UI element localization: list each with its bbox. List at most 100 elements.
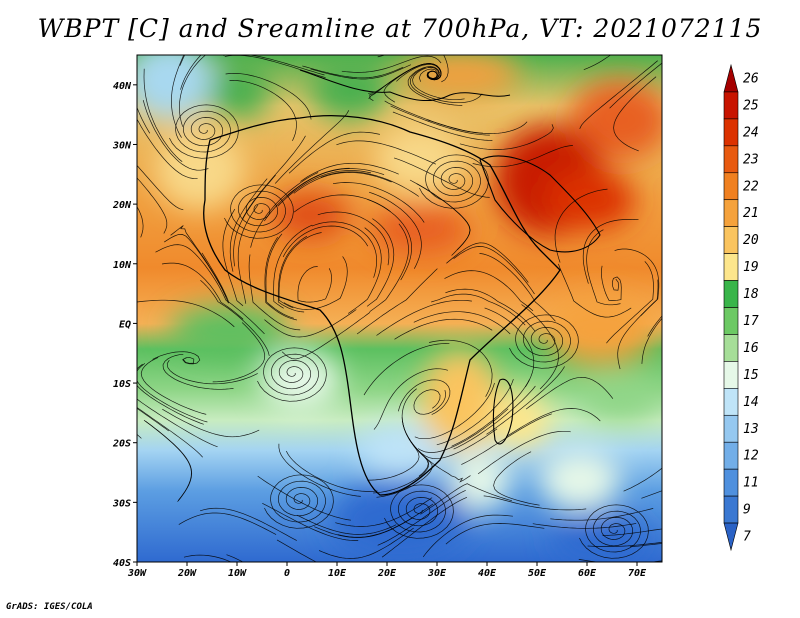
colorbar-swatch <box>723 172 739 201</box>
vortex-streamline <box>419 154 489 209</box>
streamline <box>446 242 529 283</box>
streamline <box>264 167 350 222</box>
colorbar-swatch <box>723 307 739 335</box>
streamline <box>383 63 442 103</box>
streamline <box>143 68 183 162</box>
streamline <box>373 368 448 430</box>
streamline <box>265 233 295 319</box>
streamline <box>137 406 203 458</box>
streamline <box>413 389 447 415</box>
lon-tick-label: 10W <box>228 568 247 579</box>
colorbar-swatch <box>723 145 739 174</box>
vortex-streamline <box>579 504 649 559</box>
streamline <box>418 68 439 82</box>
colorbar-label: 9 <box>743 503 751 518</box>
streamline <box>417 408 509 453</box>
colorbar-swatch <box>723 199 739 227</box>
streamline <box>297 514 397 535</box>
streamline <box>242 135 306 219</box>
streamline <box>394 318 493 340</box>
streamline <box>363 343 450 396</box>
colorbar-label: 11 <box>743 476 759 491</box>
streamline <box>420 483 513 515</box>
streamline <box>459 124 554 150</box>
streamline <box>277 235 308 313</box>
streamline <box>368 191 422 269</box>
streamline <box>384 100 483 134</box>
streamline <box>225 72 312 120</box>
streamline <box>250 172 319 248</box>
lat-tick-label: 30N <box>112 140 132 151</box>
streamline <box>178 512 277 535</box>
colorbar-swatch <box>723 414 739 443</box>
streamline <box>445 288 536 332</box>
colorbar-swatch <box>723 253 739 281</box>
streamline <box>606 261 654 344</box>
streamline <box>137 363 204 425</box>
streamline <box>356 268 438 335</box>
streamline <box>274 110 350 184</box>
streamline <box>237 204 259 304</box>
colorbar-label: 25 <box>743 98 759 113</box>
streamline <box>137 118 198 180</box>
lon-tick-label: 20E <box>377 568 397 579</box>
streamline <box>390 105 490 136</box>
colorbar-label: 21 <box>743 206 759 221</box>
colorbar-swatch <box>723 334 739 362</box>
africa-coastline <box>203 115 561 496</box>
colorbar-swatch <box>723 361 739 389</box>
streamline <box>436 378 514 446</box>
streamline <box>583 55 612 71</box>
streamline <box>479 253 556 322</box>
streamline <box>373 433 430 494</box>
streamline <box>483 495 587 511</box>
streamline <box>145 420 193 502</box>
colorbar-label: 17 <box>743 314 759 329</box>
streamline <box>155 244 230 303</box>
madagascar-coastline <box>492 378 514 445</box>
colorbar-swatch <box>723 63 739 93</box>
streamline <box>412 67 465 101</box>
vortex-streamline <box>257 347 327 402</box>
lat-tick-label: 40N <box>113 81 132 92</box>
streamline <box>377 489 466 546</box>
streamline <box>164 234 229 304</box>
streamline <box>477 430 571 475</box>
streamline <box>444 270 534 312</box>
streamline <box>613 76 657 152</box>
streamline <box>336 140 437 165</box>
streamline <box>179 55 207 127</box>
lat-tick-label: 40S <box>113 558 131 569</box>
vortex-streamline <box>509 314 579 369</box>
colorbar-swatch <box>723 226 739 254</box>
streamline <box>341 55 442 73</box>
streamline <box>137 206 144 238</box>
streamline <box>171 55 185 138</box>
lat-tick-label: 30S <box>112 498 131 509</box>
streamline <box>162 353 234 390</box>
streamline <box>609 62 662 109</box>
streamline <box>223 55 325 76</box>
colorbar-label: 12 <box>743 449 759 464</box>
streamline <box>366 218 395 307</box>
colorbar: 26 25 24 23 22 21 20 19 18 17 16 15 14 13 12 11 9 7 <box>723 63 759 552</box>
streamline <box>161 262 244 320</box>
streamline <box>264 237 297 321</box>
streamline <box>486 366 565 435</box>
colorbar-label: 13 <box>743 422 759 437</box>
lon-tick-label: 70E <box>628 568 647 579</box>
streamline <box>347 227 382 314</box>
streamline <box>137 106 151 134</box>
lat-tick-label: EQ <box>119 319 131 330</box>
colorbar-swatch <box>723 495 739 524</box>
streamline <box>453 385 536 450</box>
chart-title: WBPT [C] and Sreamline at 700hPa, VT: 20… <box>37 14 763 43</box>
streamline <box>617 279 659 370</box>
streamline <box>222 208 244 307</box>
colorbar-label: 26 <box>743 71 759 86</box>
streamline <box>554 188 608 263</box>
map-frame <box>136 54 663 563</box>
streamline <box>521 304 559 390</box>
footer-credit: GrADS: IGES/COLA <box>6 602 93 612</box>
streamline <box>162 408 260 438</box>
